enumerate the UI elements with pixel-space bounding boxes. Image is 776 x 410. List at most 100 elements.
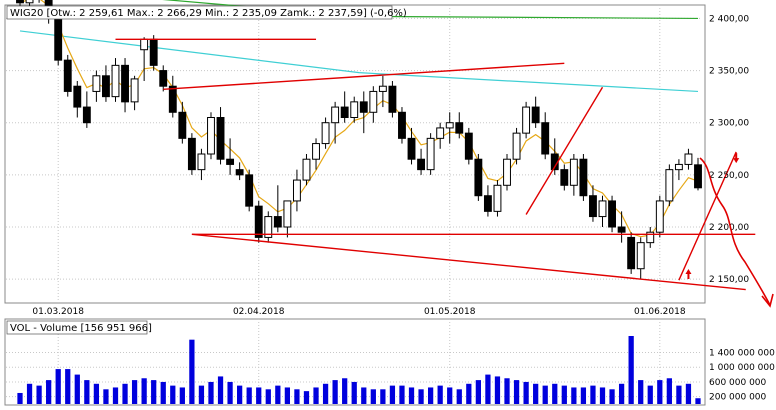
candle-69 <box>674 163 683 171</box>
volume-header-box <box>6 320 148 335</box>
candle-6 <box>73 85 82 108</box>
trend-lines <box>115 38 756 291</box>
candle-41 <box>407 137 416 160</box>
volume-bar-70 <box>685 383 692 404</box>
volume-bar-11 <box>122 383 128 404</box>
candle-61 <box>598 200 607 218</box>
candle-29 <box>292 179 301 202</box>
volume-bar-41 <box>408 387 415 404</box>
volume-bar-60 <box>590 385 596 404</box>
price-header-box <box>6 5 393 20</box>
candle-58 <box>569 158 578 186</box>
y-tick-label-0: 2 150,00 <box>709 275 749 285</box>
volume-bar-51 <box>504 378 510 404</box>
price-y-ticks: 2 150,00 2 200,00 2 250,00 2 300,00 2 350,00… <box>709 14 749 285</box>
volume-bar-59 <box>580 387 587 404</box>
candle-25 <box>254 205 263 238</box>
ma-line-1 <box>19 30 699 93</box>
volume-bar-63 <box>618 383 625 404</box>
candle-40 <box>398 111 406 139</box>
candle-68 <box>665 169 674 202</box>
price-grid <box>6 8 700 405</box>
marker-arrow-1 <box>733 153 740 164</box>
volume-bar-45 <box>447 387 453 404</box>
volume-bar-23 <box>237 385 243 404</box>
volume-bar-53 <box>523 381 529 404</box>
volume-bar-21 <box>217 376 224 404</box>
y-tick-label-5: 2 400,00 <box>709 14 749 24</box>
vol-tick-label-0: 200 000 000 <box>709 393 767 403</box>
volume-bar-49 <box>485 374 491 404</box>
y-tick-label-4: 2 350,00 <box>709 67 749 77</box>
candle-39 <box>388 85 397 113</box>
marker-arrow-0 <box>685 269 692 280</box>
volume-bar-68 <box>666 378 672 404</box>
x-tick-label-2: 01.05.2018 <box>424 307 476 317</box>
candle-4 <box>54 17 63 61</box>
candle-71 <box>694 164 702 189</box>
candle-66 <box>646 231 655 244</box>
candle-35 <box>350 101 359 118</box>
volume-bar-52 <box>513 380 520 404</box>
candle-37 <box>369 90 378 113</box>
x-tick-label-1: 02.04.2018 <box>233 307 285 317</box>
volume-bar-34 <box>342 378 348 404</box>
volume-bar-19 <box>198 385 205 404</box>
volume-bar-6 <box>74 374 80 404</box>
volume-bar-31 <box>313 387 319 404</box>
volume-bar-35 <box>351 381 357 404</box>
volume-bar-47 <box>466 383 472 404</box>
candle-10 <box>111 64 120 98</box>
y-tick-label-3: 2 300,00 <box>709 119 749 129</box>
candle-15 <box>159 70 168 87</box>
volume-bar-30 <box>303 391 310 404</box>
candle-38 <box>378 85 387 92</box>
candle-27 <box>273 216 282 228</box>
candle-31 <box>312 143 320 160</box>
volume-bars <box>17 336 701 404</box>
candle-54 <box>531 106 540 124</box>
volume-bar-64 <box>628 336 634 404</box>
candle-16 <box>168 85 177 113</box>
volume-bar-39 <box>389 385 396 404</box>
volume-bar-42 <box>418 389 424 404</box>
price-header: WIG20 [Otw.: 2 259,61 Max.: 2 266,29 Min… <box>10 8 407 19</box>
volume-bar-40 <box>399 385 405 404</box>
volume-bar-66 <box>647 385 653 404</box>
volume-bar-22 <box>227 381 233 404</box>
candle-24 <box>245 174 254 207</box>
volume-bar-48 <box>475 380 481 404</box>
x-tick-label-0: 01.03.2018 <box>32 307 84 317</box>
volume-bar-8 <box>93 383 100 404</box>
candle-11 <box>121 64 129 103</box>
volume-bar-28 <box>284 387 291 404</box>
candle-70 <box>684 153 693 165</box>
candle-19 <box>197 153 206 171</box>
candle-57 <box>560 169 569 186</box>
volume-bar-26 <box>265 389 271 404</box>
candle-26 <box>264 216 273 238</box>
candle-1 <box>25 0 34 4</box>
volume-bar-46 <box>456 389 462 404</box>
volume-y-ticks: 200 000 000 600 000 000 1 000 000 000 1 400… <box>709 349 775 403</box>
volume-bar-37 <box>370 389 376 404</box>
candle-30 <box>302 158 311 181</box>
vol-tick-label-3: 1 400 000 000 <box>709 349 775 359</box>
freehand-arrowhead <box>761 293 774 308</box>
volume-bar-13 <box>141 378 147 404</box>
volume-bar-20 <box>208 381 214 404</box>
volume-bar-67 <box>657 380 663 404</box>
candle-59 <box>579 158 588 197</box>
candle-63 <box>617 226 626 233</box>
candle-33 <box>331 106 340 124</box>
candle-53 <box>522 106 531 134</box>
volume-bar-44 <box>437 385 443 404</box>
volume-bar-43 <box>427 387 434 404</box>
volume-bar-54 <box>533 383 539 404</box>
candle-22 <box>226 158 235 165</box>
candle-52 <box>512 132 521 160</box>
volume-bar-15 <box>160 381 166 404</box>
candle-20 <box>207 117 215 155</box>
candle-7 <box>82 106 91 124</box>
